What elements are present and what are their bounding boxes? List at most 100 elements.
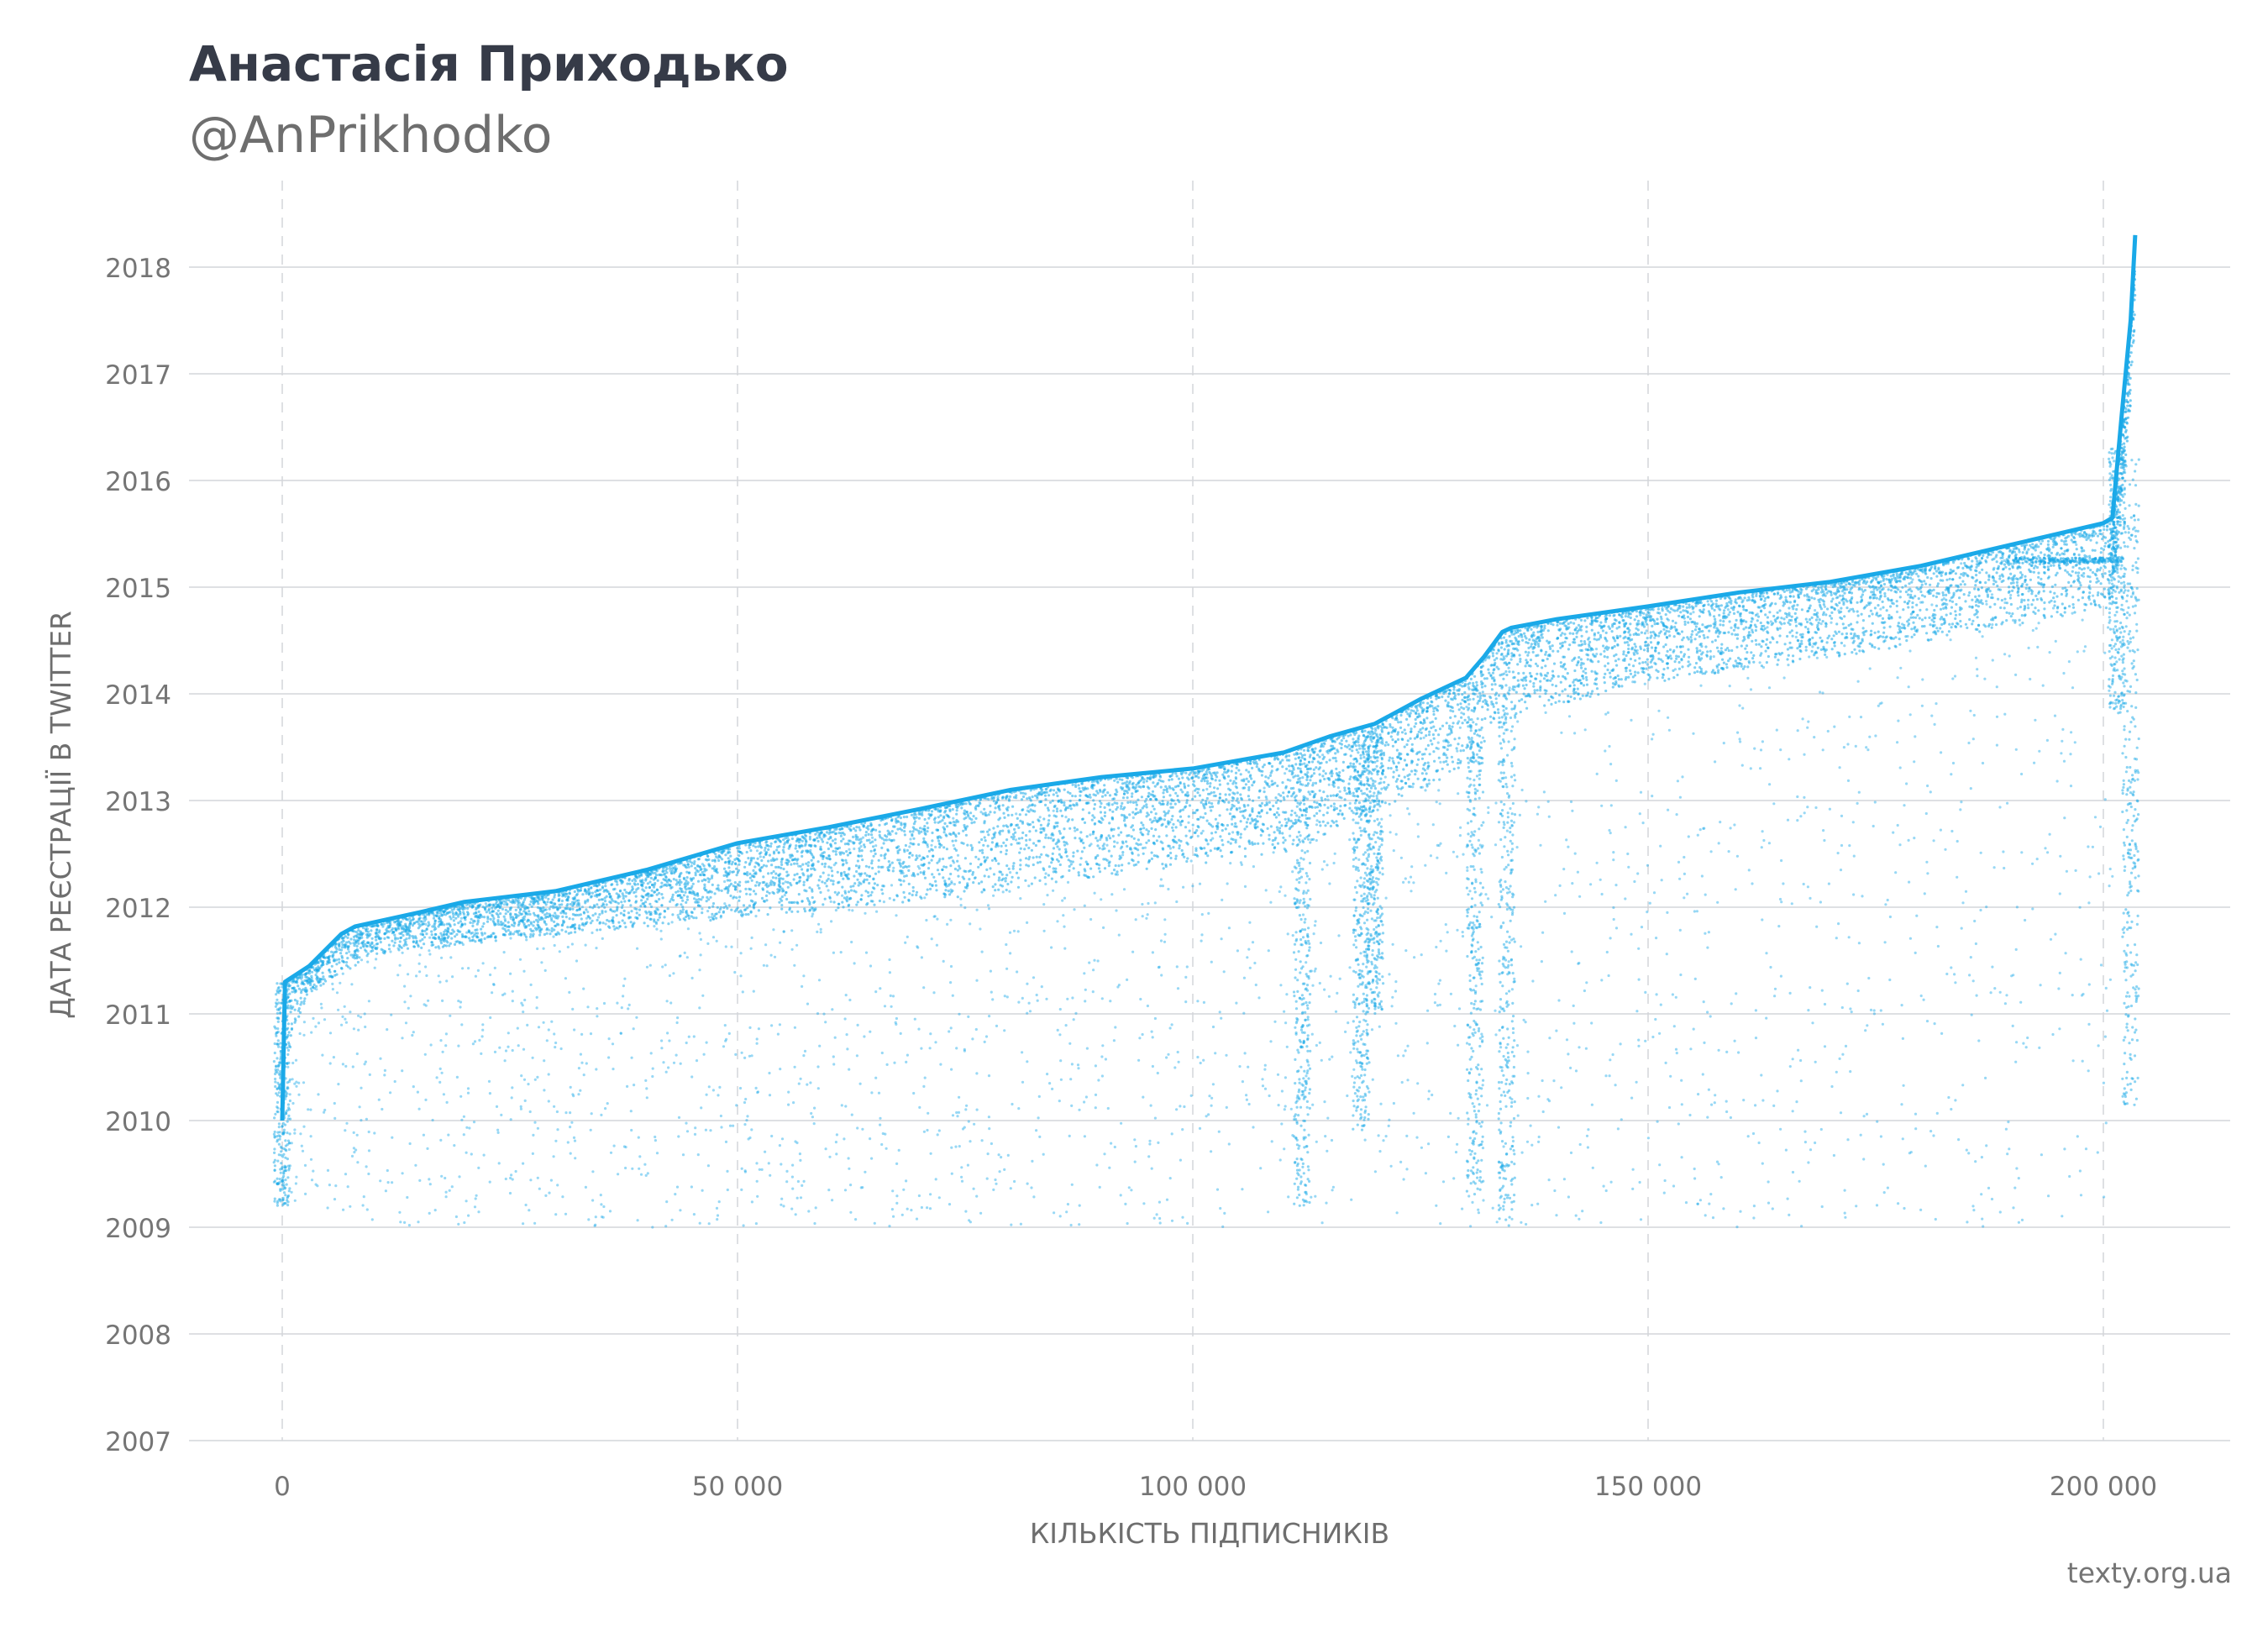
scatter-point: [1150, 857, 1153, 860]
scatter-point: [1183, 782, 1186, 785]
scatter-point: [1646, 658, 1649, 661]
scatter-point: [1714, 599, 1719, 602]
scatter-point: [357, 929, 360, 932]
scatter-point: [1270, 780, 1273, 783]
scatter-point: [1603, 681, 1606, 685]
scatter-point: [1685, 606, 1688, 610]
scatter-point: [1887, 617, 1891, 620]
scatter-point: [1261, 765, 1265, 769]
scatter-point: [1826, 607, 1830, 611]
scatter-point: [2089, 538, 2092, 542]
scatter-point: [1806, 620, 1809, 624]
scatter-point: [1551, 649, 1555, 653]
scatter-point: [345, 941, 349, 944]
scatter-point: [748, 893, 752, 896]
scatter-point: [1656, 641, 1660, 644]
scatter-point: [573, 890, 576, 894]
scatter-point: [624, 895, 627, 898]
scatter-point: [2081, 596, 2084, 600]
scatter-point: [1528, 638, 1531, 642]
scatter-point: [1100, 801, 1103, 806]
scatter-point: [842, 877, 845, 880]
scatter-point: [454, 935, 457, 938]
scatter-point: [1242, 816, 1246, 820]
scatter-point: [1861, 627, 1865, 630]
scatter-point: [1719, 647, 1723, 650]
scatter-point: [1417, 758, 1420, 761]
scatter-point: [481, 925, 485, 928]
scatter-point: [1923, 580, 1926, 583]
scatter-point: [1483, 694, 1487, 698]
scatter-point: [1948, 599, 1952, 602]
scatter-point: [1488, 715, 1493, 718]
scatter-point: [1820, 639, 1824, 643]
scatter-point: [483, 932, 486, 935]
scatter-point: [1116, 870, 1119, 874]
chart-title: Анастасія Приходько: [189, 35, 789, 92]
scatter-point: [1581, 694, 1584, 697]
scatter-point: [778, 900, 781, 904]
scatter-point: [370, 937, 374, 940]
scatter-point: [1313, 814, 1316, 817]
scatter-point: [913, 820, 917, 823]
scatter-point: [517, 914, 520, 917]
scatter-point: [2088, 575, 2092, 579]
scatter-point: [1072, 851, 1075, 854]
scatter-point: [686, 863, 690, 866]
scatter-point: [1640, 631, 1643, 634]
scatter-point: [1095, 837, 1098, 840]
scatter-point: [623, 921, 627, 925]
scatter-point: [1397, 787, 1400, 790]
scatter-point: [932, 854, 935, 858]
scatter-point: [1901, 585, 1904, 589]
scatter-point: [1948, 622, 1951, 626]
scatter-point: [1976, 559, 1979, 563]
scatter-point: [1016, 885, 1021, 889]
scatter-point: [1316, 831, 1320, 834]
scatter-point: [874, 828, 878, 832]
scatter-point: [1161, 800, 1164, 803]
scatter-point: [1840, 633, 1844, 636]
scatter-point: [1336, 750, 1340, 753]
scatter-point: [1589, 692, 1593, 696]
scatter-point: [1266, 827, 1269, 831]
scatter-point: [1627, 675, 1630, 679]
scatter-point: [886, 829, 890, 832]
scatter-point: [544, 895, 548, 899]
scatter-point: [748, 904, 752, 907]
scatter-point: [1980, 599, 1983, 602]
scatter-point: [1274, 801, 1278, 805]
scatter-point: [1026, 797, 1029, 801]
scatter-point: [1976, 616, 1979, 619]
scatter-point: [1497, 711, 1500, 715]
scatter-point: [1935, 585, 1940, 588]
scatter-point: [840, 839, 843, 843]
scatter-point: [1121, 864, 1124, 867]
scatter-point: [1776, 611, 1779, 614]
scatter-point: [1830, 593, 1833, 596]
scatter-point: [1271, 843, 1274, 847]
scatter-point: [681, 908, 685, 911]
scatter-point: [1988, 590, 1992, 593]
scatter-point: [701, 911, 704, 915]
scatter-point: [1234, 838, 1237, 842]
scatter-point: [1504, 654, 1509, 658]
scatter-point: [1216, 787, 1220, 790]
scatter-point: [1563, 633, 1567, 636]
scatter-point: [991, 885, 995, 889]
scatter-point: [1939, 627, 1942, 630]
scatter-point: [731, 860, 734, 864]
scatter-point: [1322, 790, 1326, 794]
scatter-point: [1019, 858, 1022, 862]
scatter-point: [1226, 840, 1230, 843]
scatter-point: [1088, 811, 1091, 815]
scatter-point: [1698, 649, 1702, 653]
scatter-point: [985, 856, 990, 859]
scatter-point: [1177, 777, 1181, 780]
scatter-point: [871, 900, 874, 903]
scatter-point: [1473, 732, 1476, 735]
scatter-point: [1906, 575, 1909, 580]
scatter-point: [517, 901, 522, 905]
scatter-point: [801, 863, 805, 866]
